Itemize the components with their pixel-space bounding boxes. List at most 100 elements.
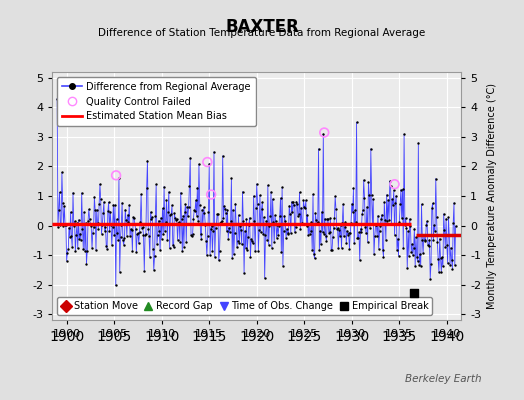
Point bbox=[422, 222, 430, 228]
Point bbox=[172, 217, 180, 223]
Point bbox=[421, 238, 430, 245]
Point bbox=[337, 245, 346, 251]
Point bbox=[122, 217, 130, 223]
Point bbox=[62, 222, 70, 228]
Point bbox=[220, 215, 228, 221]
Point bbox=[300, 204, 309, 210]
Point bbox=[276, 212, 284, 219]
Point bbox=[432, 214, 441, 220]
Point bbox=[381, 236, 390, 243]
Point bbox=[401, 215, 410, 222]
Point bbox=[450, 200, 458, 206]
Point bbox=[103, 246, 111, 252]
Point bbox=[149, 246, 157, 252]
Point bbox=[363, 204, 371, 210]
Point bbox=[195, 202, 204, 208]
Point bbox=[61, 222, 69, 228]
Point bbox=[104, 208, 112, 215]
Point bbox=[281, 218, 289, 224]
Point bbox=[313, 220, 321, 226]
Point bbox=[158, 235, 166, 242]
Point bbox=[247, 236, 255, 242]
Point bbox=[228, 255, 236, 262]
Point bbox=[57, 221, 66, 227]
Point bbox=[342, 240, 351, 246]
Point bbox=[183, 213, 192, 220]
Point bbox=[63, 250, 72, 256]
Point bbox=[368, 221, 377, 227]
Point bbox=[367, 146, 375, 152]
Point bbox=[334, 244, 343, 251]
Point bbox=[374, 212, 382, 219]
Point bbox=[301, 205, 309, 212]
Point bbox=[272, 234, 281, 241]
Point bbox=[76, 230, 84, 237]
Point bbox=[378, 246, 387, 253]
Point bbox=[412, 234, 420, 240]
Point bbox=[129, 214, 137, 220]
Point bbox=[85, 216, 94, 222]
Point bbox=[147, 216, 156, 222]
Point bbox=[351, 207, 359, 213]
Point bbox=[81, 248, 89, 254]
Point bbox=[249, 193, 258, 199]
Point bbox=[160, 183, 168, 190]
Point bbox=[383, 192, 391, 198]
Point bbox=[451, 223, 460, 229]
Point bbox=[191, 208, 199, 214]
Point bbox=[100, 199, 108, 205]
Point bbox=[102, 242, 111, 249]
Point bbox=[222, 210, 230, 217]
Point bbox=[118, 200, 126, 206]
Point bbox=[97, 231, 106, 237]
Point bbox=[418, 237, 427, 244]
Point bbox=[136, 219, 145, 225]
Point bbox=[216, 220, 224, 226]
Point bbox=[298, 220, 306, 226]
Point bbox=[270, 239, 278, 246]
Point bbox=[180, 209, 189, 216]
Point bbox=[72, 232, 80, 238]
Point bbox=[230, 251, 238, 258]
Point bbox=[169, 244, 178, 251]
Point bbox=[319, 131, 328, 137]
Point bbox=[414, 140, 422, 146]
Point bbox=[294, 211, 303, 217]
Point bbox=[348, 209, 357, 215]
Text: BAXTER: BAXTER bbox=[225, 18, 299, 36]
Point bbox=[68, 244, 77, 250]
Point bbox=[433, 239, 442, 245]
Point bbox=[361, 224, 369, 230]
Point bbox=[323, 216, 332, 223]
Point bbox=[383, 218, 391, 224]
Point bbox=[370, 233, 379, 239]
Point bbox=[158, 205, 167, 212]
Point bbox=[252, 205, 260, 212]
Point bbox=[396, 201, 405, 207]
Point bbox=[227, 175, 236, 181]
Point bbox=[333, 226, 341, 233]
Point bbox=[237, 241, 246, 248]
Point bbox=[184, 204, 193, 211]
Point bbox=[193, 185, 202, 191]
Point bbox=[440, 211, 448, 217]
Point bbox=[143, 157, 151, 164]
Point bbox=[308, 246, 316, 253]
Point bbox=[336, 233, 344, 239]
Point bbox=[438, 254, 446, 261]
Point bbox=[169, 242, 177, 248]
Point bbox=[90, 194, 99, 200]
Point bbox=[220, 203, 228, 209]
Point bbox=[137, 191, 145, 198]
Point bbox=[314, 146, 323, 152]
Point bbox=[250, 218, 258, 224]
Point bbox=[390, 232, 399, 238]
Point bbox=[64, 246, 72, 253]
Point bbox=[259, 231, 267, 238]
Point bbox=[282, 226, 291, 232]
Point bbox=[98, 221, 106, 228]
Point bbox=[145, 232, 153, 239]
Point bbox=[350, 240, 358, 246]
Point bbox=[152, 181, 160, 188]
Point bbox=[62, 258, 71, 264]
